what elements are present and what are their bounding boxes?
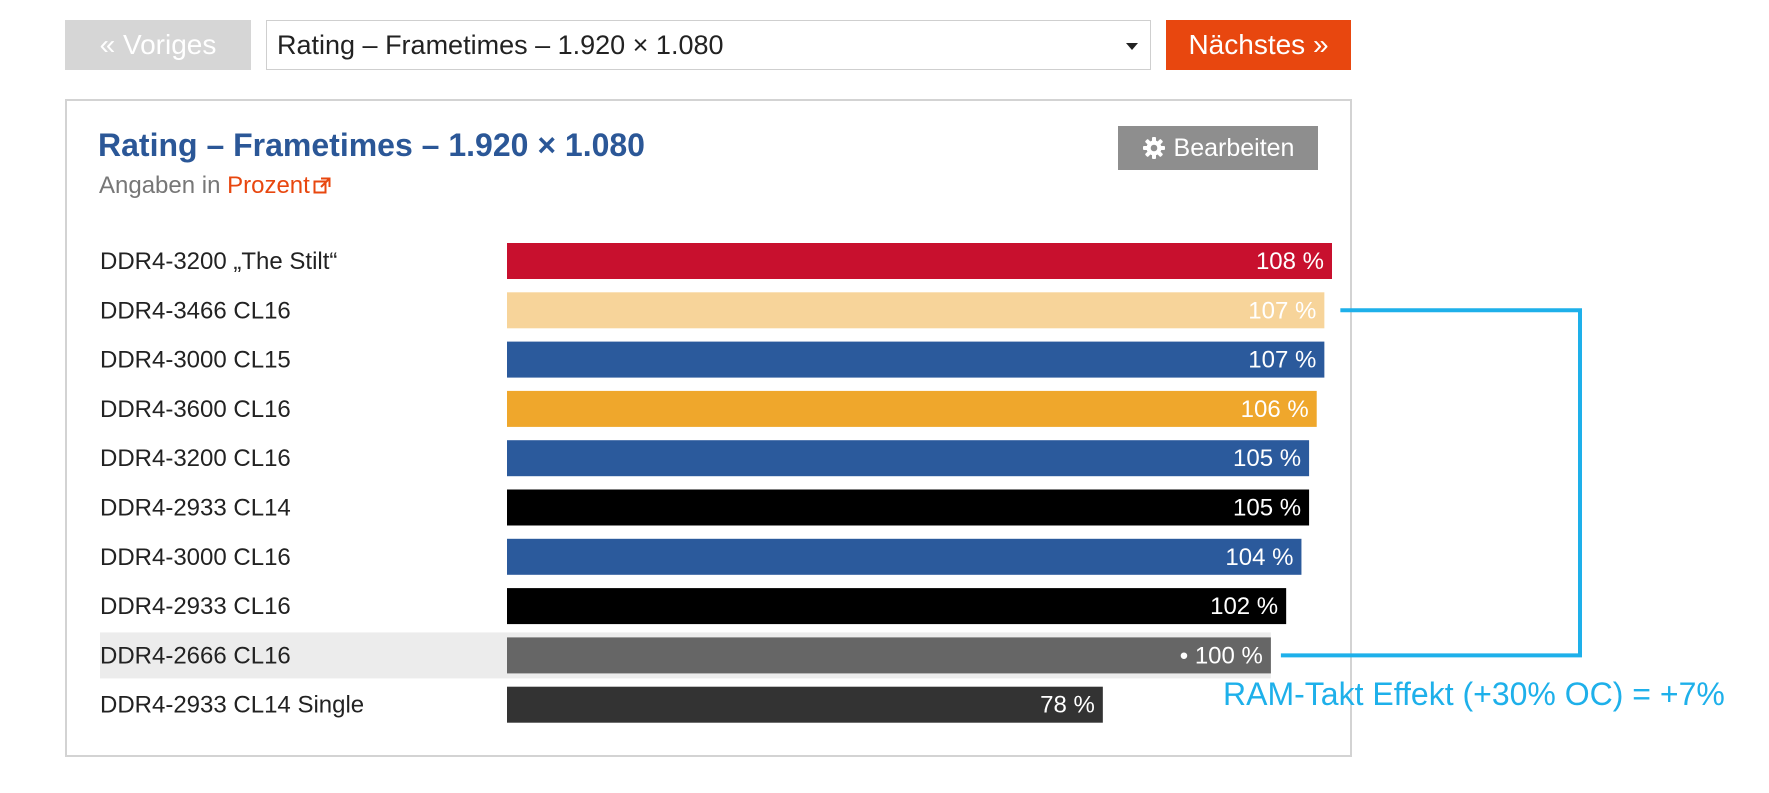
bar <box>507 243 1332 279</box>
previous-button[interactable]: « Voriges <box>65 20 251 70</box>
annotation-bracket <box>1280 308 1582 658</box>
edit-button[interactable]: Bearbeiten <box>1118 126 1318 170</box>
bar <box>507 489 1310 526</box>
annotation-text: RAM-Takt Effekt (+30% OC) = +7% <box>1223 676 1725 712</box>
value-label: 108 % <box>1256 248 1324 275</box>
bar <box>507 686 1103 723</box>
value-label: • 100 % <box>1180 642 1263 669</box>
category-label: DDR4-2933 CL14 Single <box>100 692 364 719</box>
chevron-down-icon <box>1126 43 1138 50</box>
category-label: DDR4-2666 CL16 <box>100 642 291 669</box>
bar <box>507 588 1287 625</box>
bar <box>507 538 1302 575</box>
chart-select-value: Rating – Frametimes – 1.920 × 1.080 <box>277 30 724 60</box>
chart-select-dropdown[interactable]: Rating – Frametimes – 1.920 × 1.080 <box>266 20 1151 70</box>
bar <box>507 637 1271 674</box>
bar <box>507 341 1325 378</box>
bar <box>507 390 1317 427</box>
value-label: 105 % <box>1233 495 1301 522</box>
bar <box>507 440 1310 477</box>
value-label: 107 % <box>1248 297 1316 324</box>
chart-title: Rating – Frametimes – 1.920 × 1.080 <box>98 127 645 163</box>
category-label: DDR4-2933 CL14 <box>100 495 291 522</box>
value-label: 106 % <box>1241 396 1309 423</box>
subtitle-prefix: Angaben in <box>99 172 228 199</box>
value-label: 78 % <box>1040 692 1095 719</box>
value-label: 102 % <box>1210 593 1278 620</box>
category-label: DDR4-3200 „The Stilt“ <box>100 248 337 275</box>
gear-icon <box>1142 137 1165 159</box>
value-label: 107 % <box>1248 347 1316 374</box>
chart-subtitle: Angaben in Prozent <box>99 172 331 200</box>
category-label: DDR4-2933 CL16 <box>100 593 291 620</box>
value-label: 105 % <box>1233 445 1301 472</box>
category-label: DDR4-3466 CL16 <box>100 297 291 324</box>
category-label: DDR4-3000 CL15 <box>100 347 291 374</box>
external-link-icon <box>313 177 331 194</box>
edit-button-label: Bearbeiten <box>1173 134 1295 162</box>
unit-link-label: Prozent <box>227 172 310 199</box>
next-button[interactable]: Nächstes » <box>1166 20 1351 70</box>
category-label: DDR4-3600 CL16 <box>100 396 291 423</box>
unit-link[interactable]: Prozent <box>227 172 331 199</box>
category-label: DDR4-3200 CL16 <box>100 445 291 472</box>
category-label: DDR4-3000 CL16 <box>100 544 291 571</box>
value-label: 104 % <box>1225 544 1293 571</box>
bar <box>507 292 1325 329</box>
